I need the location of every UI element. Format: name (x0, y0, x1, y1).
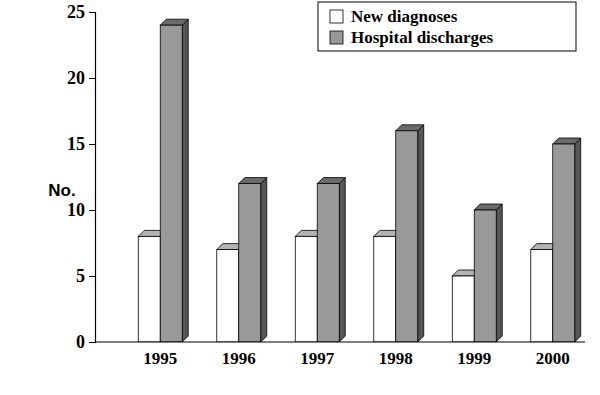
x-tick: 1995 (143, 342, 177, 368)
bar-group (160, 19, 188, 342)
x-axis: 1995 1996 1997 1998 1999 2000 (95, 342, 585, 368)
y-axis: 0 5 10 15 20 25 (67, 2, 96, 352)
bar-group (553, 138, 581, 342)
bar-top (396, 125, 424, 131)
legend-label: Hospital discharges (351, 28, 494, 47)
bar (553, 144, 575, 342)
bar-side (418, 125, 424, 342)
chart-svg: 0 5 10 15 20 25 1995 1996 1997 1998 1999 2000 No. New… (0, 0, 600, 395)
x-tick-label: 1995 (143, 349, 177, 368)
bar (239, 184, 261, 342)
x-tick: 1996 (222, 342, 256, 368)
y-tick-label: 10 (67, 200, 85, 220)
x-tick: 1998 (379, 342, 413, 368)
legend-box (318, 2, 576, 51)
bar-top (160, 19, 188, 25)
bar-side (496, 204, 502, 342)
y-tick-label: 20 (67, 68, 85, 88)
y-tick-label: 25 (67, 2, 85, 22)
bar-group (396, 125, 424, 342)
chart-container: 0 5 10 15 20 25 1995 1996 1997 1998 1999 2000 No. New… (0, 0, 600, 395)
x-tick: 2000 (536, 342, 570, 368)
y-tick-label: 15 (67, 134, 85, 154)
series-bars (160, 19, 580, 342)
y-tick-label: 5 (76, 266, 85, 286)
y-tick: 20 (67, 68, 95, 88)
bar (452, 276, 474, 342)
bar (531, 250, 553, 342)
bar (160, 25, 182, 342)
y-tick: 15 (67, 134, 95, 154)
bar (396, 131, 418, 342)
y-axis-line (89, 13, 96, 343)
x-tick-label: 1997 (300, 349, 335, 368)
x-tick-label: 1996 (222, 349, 256, 368)
y-tick-label: 0 (76, 332, 85, 352)
x-tick-label: 1998 (379, 349, 413, 368)
legend: New diagnoses Hospital discharges (318, 2, 576, 51)
bar-top (474, 204, 502, 210)
legend-swatch (330, 31, 343, 44)
y-tick: 25 (67, 2, 95, 22)
bar (138, 236, 160, 342)
bar (317, 184, 339, 342)
y-tick-mark (89, 78, 95, 79)
y-tick-mark (89, 210, 95, 211)
x-tick-label: 1999 (457, 349, 491, 368)
y-tick-mark (89, 12, 95, 13)
y-tick-mark (89, 342, 95, 343)
bar-side (261, 178, 267, 342)
x-axis-line (95, 341, 585, 342)
y-axis-title: No. (48, 181, 75, 200)
x-tick: 1999 (457, 342, 491, 368)
bar (217, 250, 239, 342)
legend-label: New diagnoses (351, 7, 458, 26)
bar (374, 236, 396, 342)
bar-top (317, 178, 345, 184)
x-tick: 1997 (300, 342, 335, 368)
legend-swatch (330, 10, 343, 23)
bar-side (339, 178, 345, 342)
plot-area (138, 19, 580, 342)
bar-side (182, 19, 188, 342)
y-tick: 5 (76, 266, 95, 286)
x-tick-label: 2000 (536, 349, 570, 368)
bar-top (553, 138, 581, 144)
y-tick: 0 (76, 332, 95, 352)
bar-side (575, 138, 581, 342)
y-tick-mark (89, 144, 95, 145)
y-tick-mark (89, 276, 95, 277)
bar (295, 236, 317, 342)
bar (474, 210, 496, 342)
bar-top (239, 178, 267, 184)
y-tick: 10 (67, 200, 95, 220)
bar-group (239, 178, 267, 342)
bar-group (317, 178, 345, 342)
bar-group (474, 204, 502, 342)
